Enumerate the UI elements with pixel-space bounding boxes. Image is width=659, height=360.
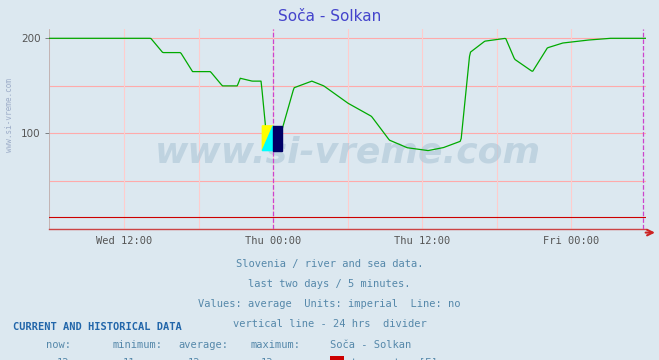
Text: 12: 12 xyxy=(188,358,200,360)
Text: CURRENT AND HISTORICAL DATA: CURRENT AND HISTORICAL DATA xyxy=(13,322,182,332)
Text: www.si-vreme.com: www.si-vreme.com xyxy=(155,136,540,170)
Bar xyxy=(273,126,281,150)
Text: minimum:: minimum: xyxy=(112,340,162,350)
Text: www.si-vreme.com: www.si-vreme.com xyxy=(5,78,14,152)
Text: Wed 12:00: Wed 12:00 xyxy=(96,236,152,246)
Text: Slovenia / river and sea data.: Slovenia / river and sea data. xyxy=(236,259,423,269)
Polygon shape xyxy=(262,126,273,150)
Text: Values: average  Units: imperial  Line: no: Values: average Units: imperial Line: no xyxy=(198,299,461,309)
Text: maximum:: maximum: xyxy=(250,340,301,350)
Text: last two days / 5 minutes.: last two days / 5 minutes. xyxy=(248,279,411,289)
Text: Thu 00:00: Thu 00:00 xyxy=(245,236,301,246)
Text: vertical line - 24 hrs  divider: vertical line - 24 hrs divider xyxy=(233,319,426,329)
Text: temperature[F]: temperature[F] xyxy=(351,358,438,360)
Text: Fri 00:00: Fri 00:00 xyxy=(543,236,600,246)
Text: Soča - Solkan: Soča - Solkan xyxy=(278,9,381,24)
Text: Soča - Solkan: Soča - Solkan xyxy=(330,340,411,350)
Polygon shape xyxy=(262,126,273,150)
Text: average:: average: xyxy=(178,340,228,350)
Text: 12: 12 xyxy=(57,358,69,360)
Text: 11: 11 xyxy=(123,358,134,360)
Text: now:: now: xyxy=(46,340,71,350)
Text: 13: 13 xyxy=(261,358,273,360)
Text: Thu 12:00: Thu 12:00 xyxy=(394,236,450,246)
